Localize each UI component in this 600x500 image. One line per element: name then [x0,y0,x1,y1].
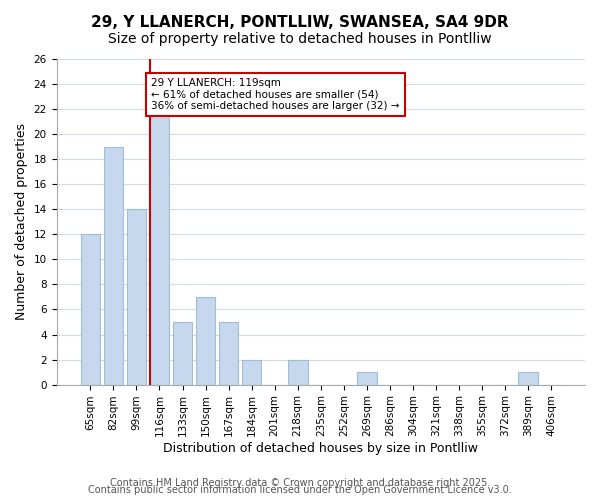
Bar [242,360,262,384]
Text: 29, Y LLANERCH, PONTLLIW, SWANSEA, SA4 9DR: 29, Y LLANERCH, PONTLLIW, SWANSEA, SA4 9… [91,15,509,30]
Bar [357,372,377,384]
Bar [104,146,123,384]
Bar [127,210,146,384]
Bar [149,109,169,384]
Bar [288,360,308,384]
Text: 29 Y LLANERCH: 119sqm
← 61% of detached houses are smaller (54)
36% of semi-deta: 29 Y LLANERCH: 119sqm ← 61% of detached … [151,78,400,111]
Bar [173,322,193,384]
Bar [518,372,538,384]
Bar [219,322,238,384]
Bar [196,297,215,384]
Bar [80,234,100,384]
Text: Size of property relative to detached houses in Pontlliw: Size of property relative to detached ho… [108,32,492,46]
Y-axis label: Number of detached properties: Number of detached properties [15,124,28,320]
Text: Contains public sector information licensed under the Open Government Licence v3: Contains public sector information licen… [88,485,512,495]
X-axis label: Distribution of detached houses by size in Pontlliw: Distribution of detached houses by size … [163,442,478,455]
Text: Contains HM Land Registry data © Crown copyright and database right 2025.: Contains HM Land Registry data © Crown c… [110,478,490,488]
